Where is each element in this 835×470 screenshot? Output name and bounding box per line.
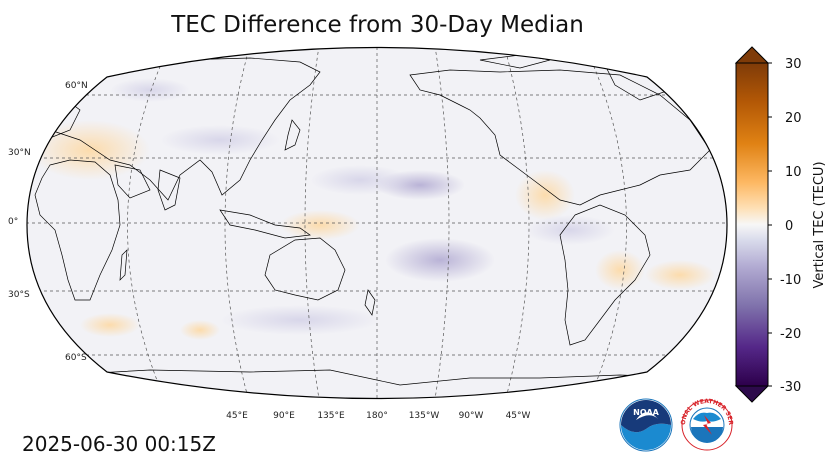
lon-label-45w: 45°W (506, 411, 531, 421)
indonesia-coast (219, 209, 311, 239)
lon-label-135w: 135°W (409, 411, 440, 421)
japan-coast (284, 119, 301, 151)
timestamp: 2025-06-30 00:15Z (22, 432, 216, 456)
arabia-coast (114, 164, 151, 199)
colorbar-low-extend (734, 385, 770, 403)
asia-europe-coast (49, 57, 321, 201)
lat-label-0: 0° (8, 217, 18, 227)
new-zealand-coast (364, 289, 376, 316)
latitude-gridlines (27, 94, 727, 356)
madagascar-coast (119, 249, 128, 281)
lon-label-45e: 45°E (226, 411, 248, 421)
noaa-logo-text: NOAA (633, 408, 659, 417)
chart-title: TEC Difference from 30-Day Median (171, 12, 584, 38)
south-america-coast (559, 204, 651, 346)
antarctica-coast (59, 369, 701, 386)
colorbar-tick-neg10: -10 (780, 273, 801, 288)
colorbar-tick-neg30: -30 (780, 380, 801, 395)
lat-label-60s: 60°S (65, 353, 87, 363)
colorbar-tick-20: 20 (785, 111, 802, 126)
australia-coast (264, 237, 346, 301)
lat-label-30n: 30°N (8, 148, 31, 158)
colorbar-tick-neg20: -20 (780, 327, 801, 342)
colorbar-tick-0: 0 (785, 219, 793, 234)
globe-outline (26, 46, 728, 400)
india-coast (157, 169, 181, 211)
africa-coast (34, 159, 121, 301)
noaa-logo: NOAA (619, 398, 673, 452)
north-america-coast (409, 69, 711, 206)
lon-label-180: 180° (366, 411, 388, 421)
lat-label-60n: 60°N (65, 81, 88, 91)
colorbar-tick-30: 30 (785, 57, 802, 72)
lon-label-90e: 90°E (273, 411, 295, 421)
lat-label-30s: 30°S (8, 290, 30, 300)
tec-anomaly-field (27, 47, 727, 399)
longitude-gridlines (127, 47, 627, 399)
lon-label-90w: 90°W (459, 411, 484, 421)
lon-label-135e: 135°E (317, 411, 345, 421)
colorbar-bar (735, 62, 769, 387)
colorbar-label: Vertical TEC (TECU) (812, 161, 827, 288)
colorbar-high-extend (734, 46, 770, 64)
colorbar: 30 20 10 0 -10 -20 -30 Vertical TEC (TEC… (734, 46, 827, 403)
colorbar-tick-10: 10 (785, 165, 802, 180)
nws-logo: NATIONAL WEATHER SERVICE (680, 398, 734, 451)
